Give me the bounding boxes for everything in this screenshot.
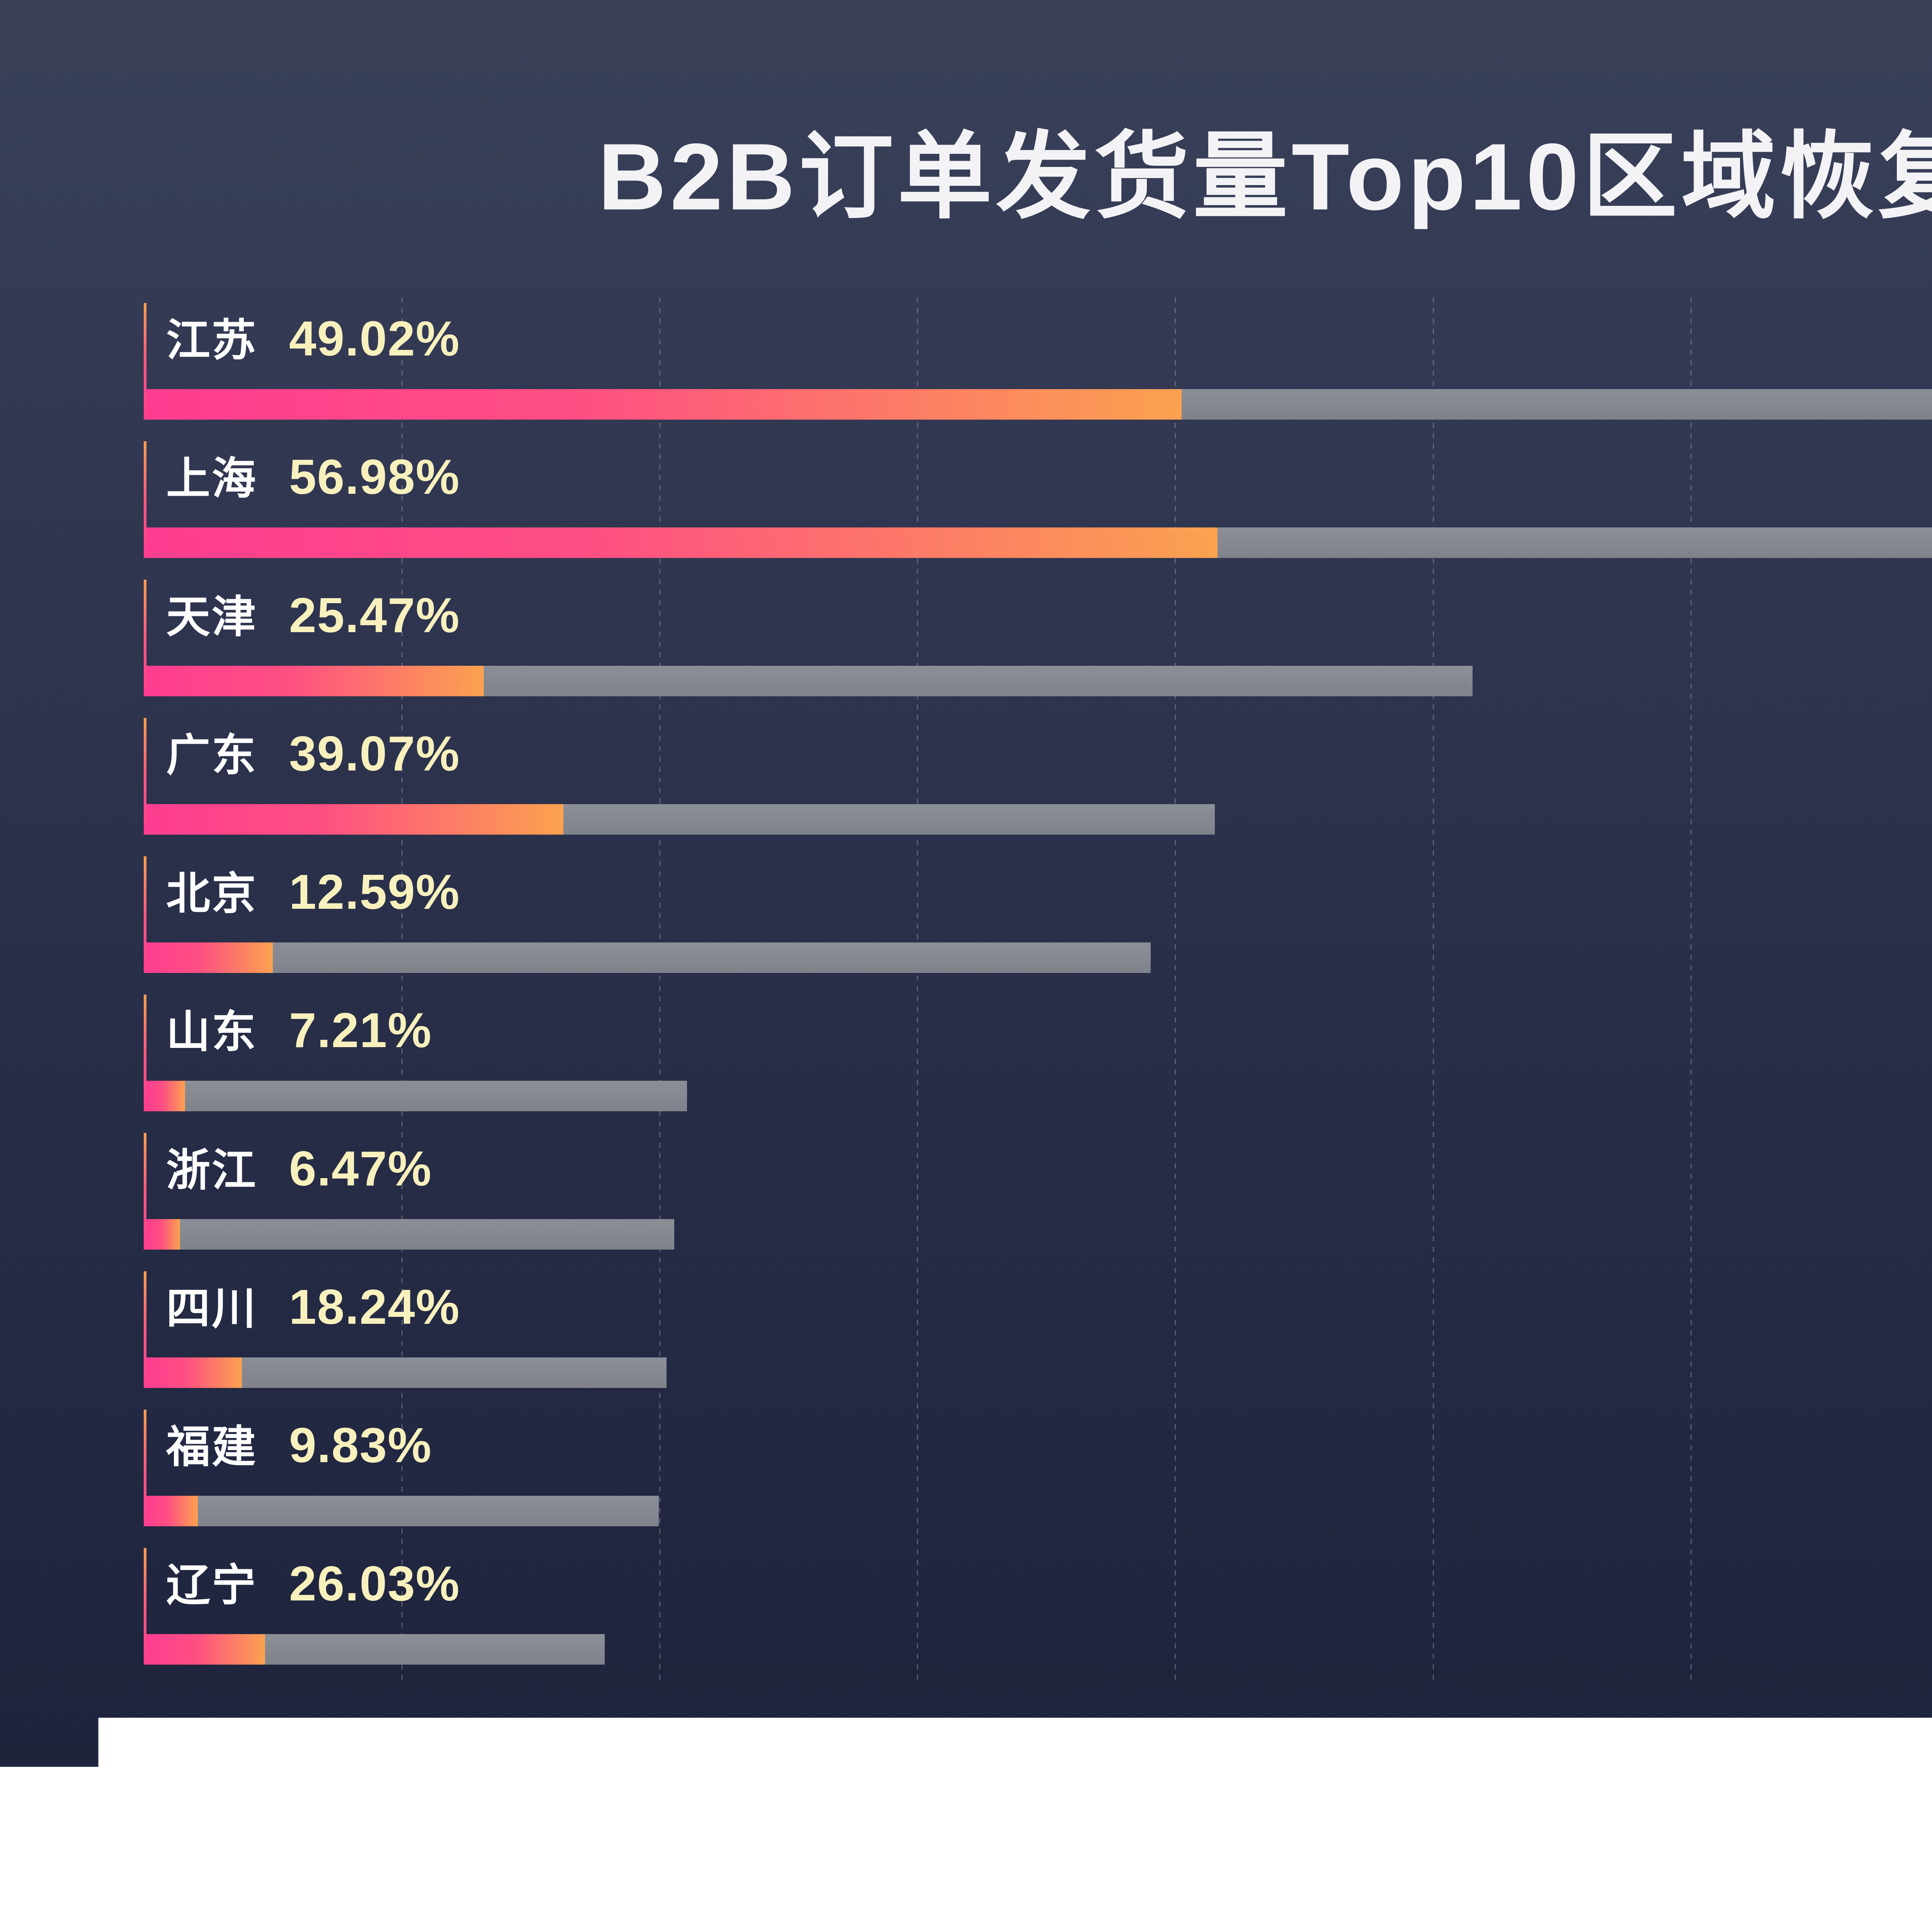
bar-2019-diff xyxy=(1218,527,1932,558)
x-tick-label: 50,000 xyxy=(1371,1713,1495,1757)
recovery-rate-label: 7.21% xyxy=(289,1002,432,1058)
bar-2020-volume xyxy=(146,804,563,835)
legend-label-2020: 2020.2.17—2.23订单量 xyxy=(795,1833,1304,1901)
bar-2020-volume xyxy=(146,1357,242,1388)
bar-track xyxy=(146,1219,1932,1250)
bar-track xyxy=(146,1496,1932,1526)
bar-chart: 江苏 49.02% 上海 56.98% 天津 25.47% 广东 39.07% 北京 12… xyxy=(144,298,1932,1681)
bar-row: 广东 39.07% xyxy=(144,713,1932,851)
bar-track xyxy=(146,1634,1932,1665)
region-label: 江苏 xyxy=(166,304,257,368)
bar-2019-diff xyxy=(198,1496,659,1526)
region-label: 北京 xyxy=(166,858,257,922)
bar-2019-diff xyxy=(185,1081,687,1111)
bar-2019-diff xyxy=(563,804,1215,835)
otms-logo-text: oTMS xyxy=(251,1828,439,1906)
bar-2019-diff xyxy=(273,942,1151,973)
bar-track xyxy=(146,389,1932,420)
bar-2019-diff xyxy=(180,1219,674,1250)
x-tick-label: 40,000 xyxy=(1113,1713,1237,1757)
chart-title: B2B订单发货量Top10区域恢复率 xyxy=(0,100,1932,237)
region-label: 浙江 xyxy=(166,1134,257,1198)
bar-2019-diff xyxy=(1182,389,1932,420)
bar-row: 天津 25.47% xyxy=(144,574,1932,713)
legend-label-2019-diff: 对比2019年同期订单量差额 xyxy=(1571,1833,1932,1901)
x-axis: 0 10,000 20,000 30,000 40,000 50,000 60,… xyxy=(144,1713,1932,1767)
bar-row: 山东 7.21% xyxy=(144,989,1932,1128)
row-tick-line xyxy=(144,580,146,696)
otms-logo: oTMS xyxy=(146,1826,439,1909)
bar-2020-volume xyxy=(146,1634,265,1665)
row-tick-line xyxy=(144,303,146,420)
recovery-rate-label: 18.24% xyxy=(289,1279,460,1335)
x-tick-label: 60,000 xyxy=(1628,1713,1752,1757)
bar-2019-diff xyxy=(242,1357,667,1388)
x-tick-label: 0 xyxy=(133,1713,155,1757)
row-tick-line xyxy=(144,856,146,973)
x-tick-label: 10,000 xyxy=(340,1713,464,1757)
region-label: 天津 xyxy=(166,581,257,645)
row-tick-line xyxy=(144,995,146,1111)
row-tick-line xyxy=(144,1548,146,1665)
x-tick-label: 70,000 xyxy=(1886,1713,1932,1757)
recovery-rate-label: 25.47% xyxy=(289,587,460,643)
bar-track xyxy=(146,527,1932,558)
region-label: 辽宁 xyxy=(166,1549,257,1613)
otms-logo-icon xyxy=(146,1826,229,1909)
region-label: 福建 xyxy=(166,1411,257,1475)
recovery-rate-label: 56.98% xyxy=(289,449,460,505)
bar-row: 福建 9.83% xyxy=(144,1404,1932,1543)
region-label: 上海 xyxy=(166,443,257,507)
recovery-rate-label: 9.83% xyxy=(289,1417,432,1473)
bar-track xyxy=(146,804,1932,835)
x-tick-label: 30,000 xyxy=(855,1713,979,1757)
bar-track xyxy=(146,942,1932,973)
row-tick-line xyxy=(144,441,146,558)
row-tick-line xyxy=(144,1271,146,1388)
bar-2020-volume xyxy=(146,527,1218,558)
bar-row: 北京 12.59% xyxy=(144,851,1932,989)
bar-2019-diff xyxy=(265,1634,605,1665)
x-tick-label: 20,000 xyxy=(597,1713,721,1757)
bar-track xyxy=(146,1081,1932,1111)
bar-row: 辽宁 26.03% xyxy=(144,1543,1932,1681)
bar-track xyxy=(146,666,1932,696)
recovery-rate-label: 49.02% xyxy=(289,310,460,367)
row-tick-line xyxy=(144,1410,146,1526)
recovery-rate-label: 39.07% xyxy=(289,725,460,782)
bar-row: 浙江 6.47% xyxy=(144,1128,1932,1266)
bar-2019-diff xyxy=(484,666,1473,696)
recovery-rate-label: 26.03% xyxy=(289,1555,460,1612)
row-tick-line xyxy=(144,718,146,835)
legend-swatch-2019-diff xyxy=(1418,1832,1534,1902)
bar-row: 江苏 49.02% xyxy=(144,298,1932,436)
bar-row: 上海 56.98% xyxy=(144,436,1932,574)
bar-2020-volume xyxy=(146,389,1182,420)
row-tick-line xyxy=(144,1133,146,1250)
bar-row: 四川 18.24% xyxy=(144,1266,1932,1404)
recovery-rate-label: 12.59% xyxy=(289,864,460,920)
region-label: 广东 xyxy=(166,719,257,783)
bar-2020-volume xyxy=(146,1219,180,1250)
region-label: 四川 xyxy=(166,1273,257,1337)
legend: 2020.2.17—2.23订单量 对比2019年同期订单量差额 xyxy=(600,1815,1932,1919)
bar-2020-volume xyxy=(146,1081,185,1111)
region-label: 山东 xyxy=(166,996,257,1060)
recovery-rate-label: 6.47% xyxy=(289,1140,432,1197)
legend-swatch-2020 xyxy=(642,1832,758,1902)
bar-track xyxy=(146,1357,1932,1388)
bar-2020-volume xyxy=(146,666,484,696)
bar-2020-volume xyxy=(146,942,273,973)
bar-2020-volume xyxy=(146,1496,198,1526)
